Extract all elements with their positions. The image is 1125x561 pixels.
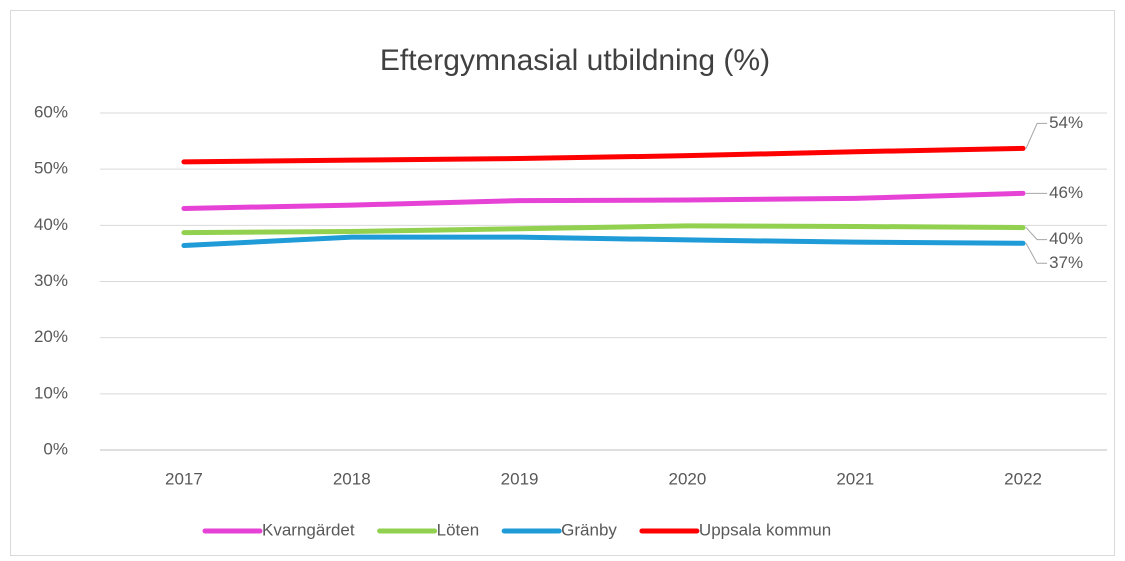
chart-title: Eftergymnasial utbildning (%) bbox=[380, 44, 770, 77]
y-tick-label: 30% bbox=[34, 271, 68, 290]
legend-label: Löten bbox=[437, 520, 480, 539]
data-label: 40% bbox=[1049, 229, 1083, 248]
y-tick-label: 20% bbox=[34, 327, 68, 346]
leader-line bbox=[1025, 227, 1048, 241]
legend-label: Kvarngärdet bbox=[262, 520, 355, 539]
y-tick-label: 40% bbox=[34, 215, 68, 234]
legend-label: Uppsala kommun bbox=[699, 520, 831, 539]
leader-line bbox=[1025, 122, 1048, 149]
x-tick-label: 2019 bbox=[501, 469, 539, 488]
legend-label: Gränby bbox=[561, 520, 617, 539]
data-label: 46% bbox=[1049, 183, 1083, 202]
x-tick-label: 2020 bbox=[669, 469, 707, 488]
series-line bbox=[181, 234, 1026, 249]
chart-border bbox=[10, 10, 1115, 556]
y-tick-label: 10% bbox=[34, 383, 68, 402]
data-label: 37% bbox=[1049, 253, 1083, 272]
y-tick-label: 0% bbox=[43, 439, 68, 458]
data-label: 54% bbox=[1049, 113, 1083, 132]
leader-line bbox=[1025, 243, 1048, 264]
x-tick-label: 2022 bbox=[1004, 469, 1042, 488]
y-tick-label: 50% bbox=[34, 159, 68, 178]
x-tick-label: 2018 bbox=[333, 469, 371, 488]
series-line bbox=[181, 190, 1026, 211]
series-line bbox=[181, 145, 1026, 165]
x-tick-label: 2021 bbox=[836, 469, 874, 488]
y-tick-label: 60% bbox=[34, 102, 68, 121]
series-line bbox=[181, 223, 1026, 236]
x-tick-label: 2017 bbox=[165, 469, 203, 488]
